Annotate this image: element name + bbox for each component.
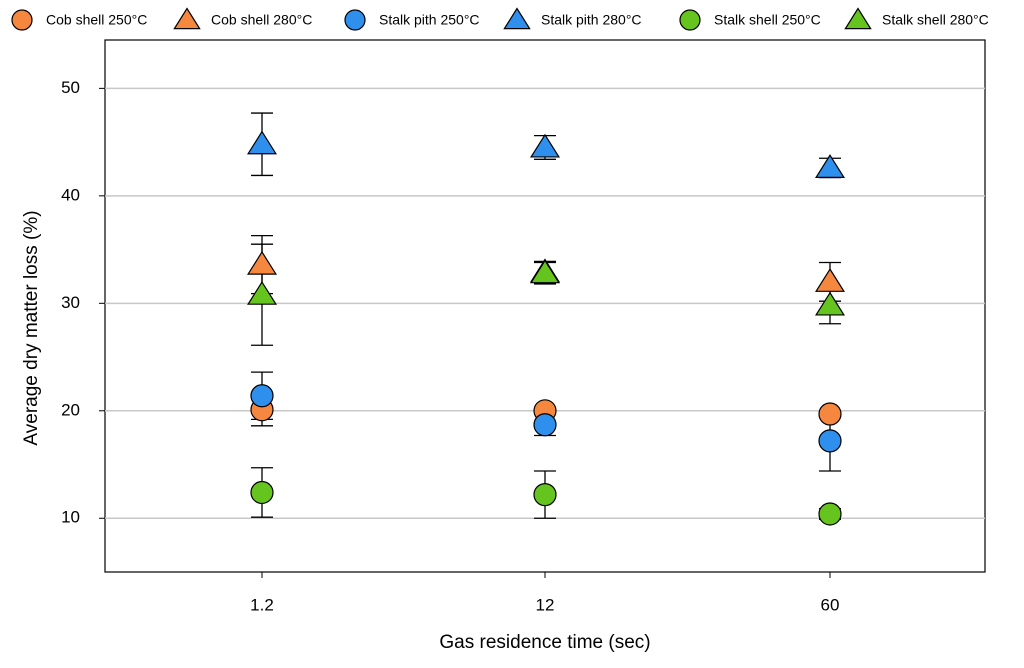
x-tick-label: 60 xyxy=(821,595,840,614)
legend-marker xyxy=(173,7,201,30)
marker xyxy=(814,291,846,316)
marker xyxy=(814,268,846,292)
x-tick-label: 1.2 xyxy=(250,595,274,614)
legend-label: Stalk shell 280°C xyxy=(882,12,989,28)
marker xyxy=(250,384,274,408)
marker xyxy=(250,480,274,505)
marker xyxy=(533,413,557,437)
marker xyxy=(529,133,561,158)
legend-marker xyxy=(503,7,531,30)
y-tick-label: 30 xyxy=(61,293,80,312)
legend-label: Cob shell 280°C xyxy=(211,12,312,28)
legend-marker xyxy=(11,9,33,31)
marker xyxy=(246,130,278,155)
marker xyxy=(814,154,846,178)
y-tick-label: 10 xyxy=(61,508,80,527)
y-tick-label: 40 xyxy=(61,185,80,204)
legend-label: Cob shell 250°C xyxy=(46,12,147,28)
marker xyxy=(529,259,561,284)
marker xyxy=(246,250,278,275)
legend-marker xyxy=(344,9,366,31)
legend-label: Stalk shell 250°C xyxy=(714,12,821,28)
legend-label: Stalk pith 250°C xyxy=(379,12,480,28)
y-tick-label: 50 xyxy=(61,78,80,97)
marker xyxy=(818,502,842,526)
legend-marker xyxy=(679,9,701,31)
marker xyxy=(533,483,557,507)
y-tick-label: 20 xyxy=(61,400,80,419)
marker xyxy=(818,402,842,426)
legend-marker xyxy=(844,7,872,30)
marker xyxy=(246,280,278,305)
x-axis-title: Gas residence time (sec) xyxy=(439,632,650,653)
x-tick-label: 12 xyxy=(536,595,555,614)
legend-label: Stalk pith 280°C xyxy=(541,12,642,28)
y-axis-title: Average dry matter loss (%) xyxy=(21,210,42,445)
marker xyxy=(818,429,842,453)
